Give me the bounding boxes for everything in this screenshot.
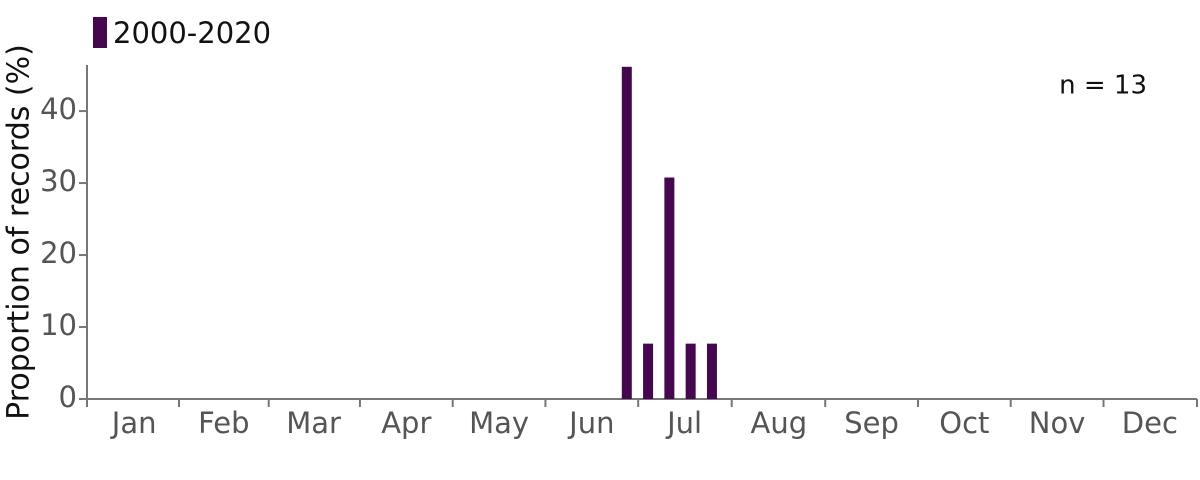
bar [643, 343, 654, 399]
x-tick-label: Mar [286, 406, 341, 440]
bar [685, 343, 696, 399]
y-tick-label: 10 [40, 308, 77, 342]
bar [621, 66, 632, 400]
y-tick-label: 0 [59, 380, 77, 414]
x-tick-label: May [469, 406, 529, 440]
x-tick-label: Aug [751, 406, 808, 440]
legend-swatch [93, 17, 107, 48]
x-tick-label: Sep [844, 406, 899, 440]
x-tick-label: Jun [567, 406, 614, 440]
x-tick-label: Jan [110, 406, 157, 440]
bar [706, 343, 717, 399]
x-tick-label: Feb [198, 406, 249, 440]
y-axis-label: Proportion of records (%) [2, 44, 37, 420]
y-tick-label: 30 [40, 164, 77, 198]
y-tick-label: 40 [40, 92, 77, 126]
annotation: n = 13 [1059, 71, 1147, 101]
x-tick-label: Nov [1029, 406, 1086, 440]
bar [664, 177, 675, 399]
y-tick-label: 20 [40, 236, 77, 270]
x-tick-label: Jul [665, 406, 702, 440]
x-tick-label: Apr [381, 406, 431, 440]
legend-label: 2000-2020 [113, 16, 271, 50]
x-tick-label: Oct [939, 406, 989, 440]
x-tick-label: Dec [1122, 406, 1178, 440]
